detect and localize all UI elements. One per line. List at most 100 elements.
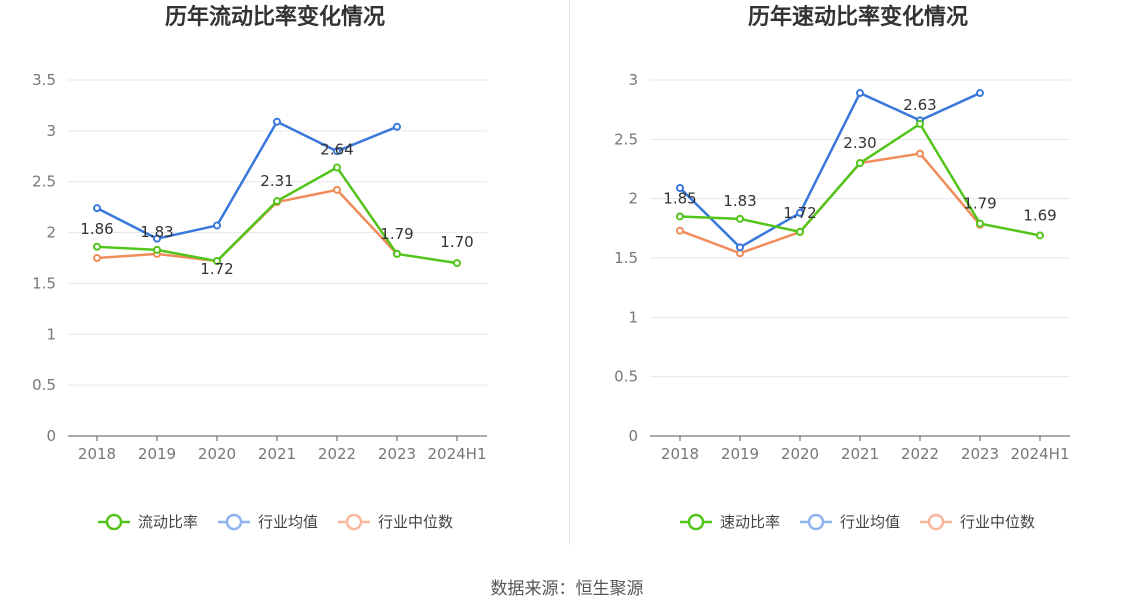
x-tick-label: 2021 [841, 445, 879, 463]
data-point-company [213, 257, 221, 266]
data-label: 1.72 [783, 204, 816, 222]
series-line-industry-avg [679, 91, 981, 249]
x-tick-label: 2024H1 [1011, 445, 1070, 463]
y-tick-label: 1 [628, 308, 638, 326]
current-ratio-chart-svg: 历年流动比率变化情况 0 0.5 1 1.5 2 2.5 3 3.5 2018 2019 2020 20… [32, 4, 487, 531]
legend-label: 行业中位数 [378, 513, 453, 531]
data-label: 1.83 [140, 223, 173, 241]
legend-item-company[interactable]: 速动比率 [680, 513, 780, 531]
data-point-industry-avg [333, 147, 341, 156]
legend-circle-icon [807, 513, 825, 531]
x-tick-label: 2020 [198, 445, 236, 463]
data-point-industry-avg [273, 117, 281, 126]
legend-circle-icon [105, 513, 123, 531]
data-label: 1.85 [663, 189, 696, 207]
quick-ratio-chart-svg: 历年速动比率变化情况 0 0.5 1 1.5 2 2.5 3 2018 2019 2020 2021 2… [614, 4, 1070, 531]
legend-circle-icon [225, 513, 243, 531]
legend-circle-icon [687, 513, 705, 531]
y-tick-label: 1 [46, 325, 56, 343]
data-label: 2.64 [320, 140, 353, 158]
data-source-note: 数据来源：恒生聚源 [490, 579, 644, 599]
data-point-company [453, 259, 461, 268]
data-point-industry-avg [153, 234, 161, 243]
data-point-industry-median [916, 149, 924, 158]
chart-group: 历年速动比率变化情况 0 0.5 1 1.5 2 2.5 3 2018 2019 2020 2021 2… [614, 4, 1070, 531]
legend-circle-icon [345, 513, 363, 531]
data-point-company [1036, 231, 1044, 240]
data-point-company [916, 119, 924, 128]
x-tick-label: 2018 [661, 445, 699, 463]
data-point-industry-avg [213, 221, 221, 230]
y-tick-label: 0.5 [614, 368, 638, 386]
legend-circle-icon [927, 513, 945, 531]
data-point-company [856, 159, 864, 168]
x-tick-label: 2023 [961, 445, 999, 463]
data-point-company [93, 242, 101, 251]
data-point-industry-avg [796, 208, 804, 217]
legend-item-company[interactable]: 流动比率 [98, 513, 198, 531]
chart-title: 历年流动比率变化情况 [165, 4, 385, 30]
data-point-company [273, 197, 281, 206]
chart-group: 历年流动比率变化情况 0 0.5 1 1.5 2 2.5 3 3.5 2018 2019 2020 20… [32, 4, 487, 531]
y-tick-label: 3 [46, 122, 56, 140]
y-tick-label: 1.5 [614, 249, 638, 267]
chart-title: 历年速动比率变化情况 [748, 4, 968, 30]
x-tick-label: 2022 [901, 445, 939, 463]
data-point-company [393, 249, 401, 258]
data-point-company [333, 163, 341, 172]
y-tick-label: 2 [46, 224, 56, 242]
data-label: 1.69 [1023, 206, 1056, 224]
data-label: 1.72 [200, 260, 233, 278]
data-point-industry-median [333, 185, 341, 194]
data-point-industry-avg [976, 89, 984, 98]
data-label: 1.79 [380, 225, 413, 243]
legend-item-industry-avg[interactable]: 行业均值 [800, 513, 900, 531]
y-tick-label: 3.5 [32, 71, 56, 89]
legend-label: 行业均值 [840, 513, 900, 531]
data-point-industry-avg [93, 204, 101, 213]
quick-ratio-chart: 历年速动比率变化情况 0 0.5 1 1.5 2 2.5 3 2018 2019 2020 2021 2… [567, 0, 1134, 550]
y-tick-label: 1.5 [32, 274, 56, 292]
data-point-industry-avg [393, 122, 401, 131]
legend-item-industry-median[interactable]: 行业中位数 [338, 513, 453, 531]
y-tick-label: 0 [628, 427, 638, 445]
y-tick-label: 0.5 [32, 376, 56, 394]
legend-label: 行业均值 [258, 513, 318, 531]
x-tick-label: 2019 [721, 445, 759, 463]
data-label: 2.63 [903, 96, 936, 114]
legend-label: 流动比率 [138, 513, 198, 531]
data-point-industry-avg [676, 183, 684, 192]
x-tick-label: 2019 [138, 445, 176, 463]
x-tick-label: 2021 [258, 445, 296, 463]
data-label: 1.83 [723, 192, 756, 210]
data-label: 1.79 [963, 195, 996, 213]
legend-label: 速动比率 [720, 513, 780, 531]
data-point-company [976, 219, 984, 228]
data-label: 2.30 [843, 134, 876, 152]
series-line-industry-avg [96, 120, 398, 240]
data-label: 1.86 [80, 220, 113, 238]
y-tick-label: 0 [46, 427, 56, 445]
data-label: 1.70 [440, 233, 473, 251]
chart-divider [569, 0, 570, 545]
data-point-company [676, 212, 684, 221]
x-tick-label: 2022 [318, 445, 356, 463]
y-tick-label: 2.5 [614, 130, 638, 148]
x-tick-label: 2023 [378, 445, 416, 463]
legend-label: 行业中位数 [960, 513, 1035, 531]
legend-item-industry-avg[interactable]: 行业均值 [218, 513, 318, 531]
data-point-industry-avg [736, 243, 744, 252]
y-tick-label: 2 [628, 190, 638, 208]
data-point-company [736, 214, 744, 223]
current-ratio-chart: 历年流动比率变化情况 0 0.5 1 1.5 2 2.5 3 3.5 2018 2019 2020 20… [0, 0, 567, 550]
data-point-company [153, 245, 161, 254]
legend-item-industry-median[interactable]: 行业中位数 [920, 513, 1035, 531]
y-tick-label: 2.5 [32, 173, 56, 191]
x-tick-label: 2020 [781, 445, 819, 463]
x-tick-label: 2018 [78, 445, 116, 463]
data-point-company [796, 227, 804, 236]
data-point-industry-median [676, 226, 684, 235]
y-tick-label: 3 [628, 71, 638, 89]
data-label: 2.31 [260, 172, 293, 190]
data-point-industry-avg [856, 89, 864, 98]
